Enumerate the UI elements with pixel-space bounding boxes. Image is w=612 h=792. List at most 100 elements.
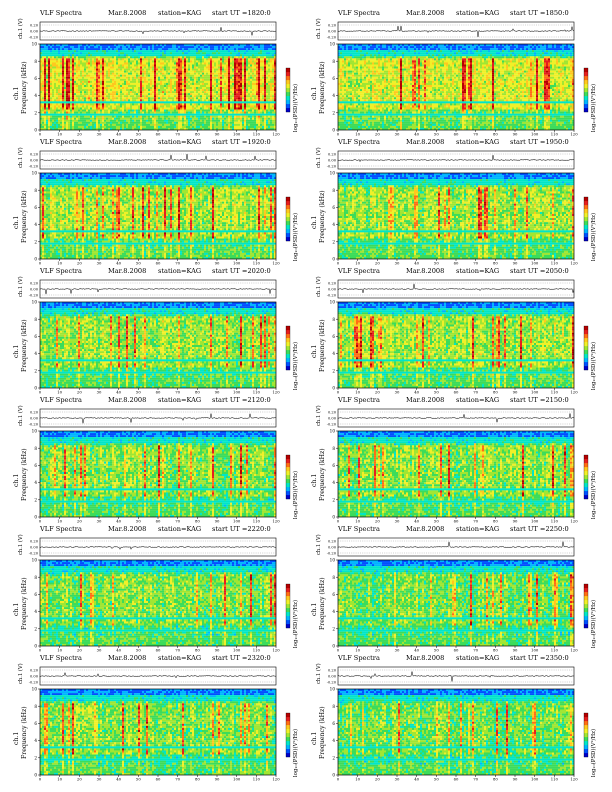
- spectrogram-cell: [144, 73, 146, 75]
- spectrogram-cell: [42, 112, 44, 114]
- spectrogram-cell: [268, 112, 270, 114]
- spectrogram-cell: [242, 103, 244, 105]
- spectrogram-cell: [260, 64, 262, 66]
- spectrogram-cell: [154, 83, 156, 85]
- spectrogram-cell: [122, 75, 124, 77]
- spectrogram-cell: [100, 124, 102, 126]
- spectrogram-cell: [248, 54, 250, 56]
- spectrogram-cell: [180, 99, 182, 101]
- spectrogram-cell: [236, 60, 238, 62]
- spectrogram-cell: [258, 79, 260, 81]
- spectrogram-cell: [128, 62, 130, 64]
- spectrogram-cell: [58, 105, 60, 107]
- spectrogram-cell: [262, 91, 264, 93]
- spectrogram-cell: [102, 69, 104, 71]
- spectrogram-cell: [172, 81, 174, 83]
- spectrogram-cell: [222, 112, 224, 114]
- spectrogram-cell: [118, 99, 120, 101]
- spectrogram-cell: [116, 56, 118, 58]
- spectrogram-cell: [218, 116, 220, 118]
- spectrogram-cell: [130, 95, 132, 97]
- spectrogram-cell: [116, 116, 118, 118]
- spectrogram-cell: [192, 62, 194, 64]
- spectrogram-cell: [90, 62, 92, 64]
- spectrogram-cell: [124, 110, 126, 112]
- spectrogram-cell: [82, 87, 84, 89]
- spectrogram-cell: [236, 58, 238, 60]
- spectrogram-cell: [170, 75, 172, 77]
- spectrogram-cell: [54, 52, 56, 54]
- spectrogram-cell: [226, 56, 228, 58]
- spectrogram-cell: [266, 112, 268, 114]
- spectrogram-cell: [140, 69, 142, 71]
- spectrogram-cell: [204, 67, 206, 69]
- spectrogram-cell: [244, 120, 246, 122]
- spectrogram-cell: [64, 77, 66, 79]
- spectrogram-cell: [196, 67, 198, 69]
- spectrogram-cell: [240, 60, 242, 62]
- spectrogram-cell: [244, 81, 246, 83]
- spectrogram-cell: [50, 122, 52, 124]
- spectrogram-cell: [200, 91, 202, 93]
- spectrogram-cell: [238, 83, 240, 85]
- spectrogram-cell: [178, 56, 180, 58]
- spectrogram-cell: [216, 118, 218, 120]
- spectrogram-cell: [196, 69, 198, 71]
- spectrogram-cell: [214, 67, 216, 69]
- spectrogram-cell: [268, 120, 270, 122]
- spectrogram-cell: [150, 112, 152, 114]
- spectrogram-cell: [194, 56, 196, 58]
- spectrogram-cell: [112, 50, 114, 52]
- spectrogram-cell: [254, 46, 256, 48]
- spectrogram-cell: [52, 62, 54, 64]
- spectrogram-cell: [224, 89, 226, 91]
- spectrogram-cell: [196, 54, 198, 56]
- spectrogram-cell: [140, 83, 142, 85]
- spectrogram-cell: [144, 64, 146, 66]
- spectrogram-cell: [140, 124, 142, 126]
- spectrogram-cell: [48, 69, 50, 71]
- spectrogram-cell: [100, 118, 102, 120]
- spectrogram-cell: [52, 105, 54, 107]
- spectrogram-cell: [148, 58, 150, 60]
- spectrogram-cell: [78, 50, 80, 52]
- spectrogram-cell: [202, 48, 204, 50]
- spectrogram-cell: [152, 101, 154, 103]
- spectrogram-cell: [190, 118, 192, 120]
- spectrogram-cell: [120, 103, 122, 105]
- spectrogram-cell: [178, 75, 180, 77]
- spectrogram-cell: [64, 95, 66, 97]
- spectrogram-cell: [92, 107, 94, 109]
- spectrogram-cell: [82, 97, 84, 99]
- spectrogram-cell: [266, 77, 268, 79]
- spectrogram-cell: [138, 91, 140, 93]
- spectrogram-cell: [254, 110, 256, 112]
- spectrogram-cell: [224, 95, 226, 97]
- spectrogram-cell: [150, 79, 152, 81]
- spectrogram-cell: [266, 95, 268, 97]
- spectrogram-cell: [218, 110, 220, 112]
- spectrogram-cell: [128, 107, 130, 109]
- spectrogram-cell: [208, 126, 210, 128]
- spectrogram-cell: [262, 107, 264, 109]
- spectrogram-cell: [244, 126, 246, 128]
- spectrogram-cell: [118, 91, 120, 93]
- waveform-trace: [40, 27, 276, 35]
- spectrogram-cell: [152, 91, 154, 93]
- spectrogram-cell: [232, 73, 234, 75]
- spectrogram-cell: [266, 81, 268, 83]
- spectrogram-cell: [52, 122, 54, 124]
- spectrogram-cell: [90, 52, 92, 54]
- spectrogram-cell: [198, 83, 200, 85]
- spectrogram-cell: [252, 54, 254, 56]
- spectrogram-cell: [190, 101, 192, 103]
- spectrogram-cell: [228, 56, 230, 58]
- spectrogram-cell: [256, 67, 258, 69]
- spectrogram-cell: [176, 79, 178, 81]
- spectrogram-cell: [86, 71, 88, 73]
- spectrogram-cell: [138, 103, 140, 105]
- spectrogram-cell: [264, 97, 266, 99]
- spectrogram-cell: [118, 93, 120, 95]
- spectrogram-cell: [210, 69, 212, 71]
- spectrogram-cell: [96, 116, 98, 118]
